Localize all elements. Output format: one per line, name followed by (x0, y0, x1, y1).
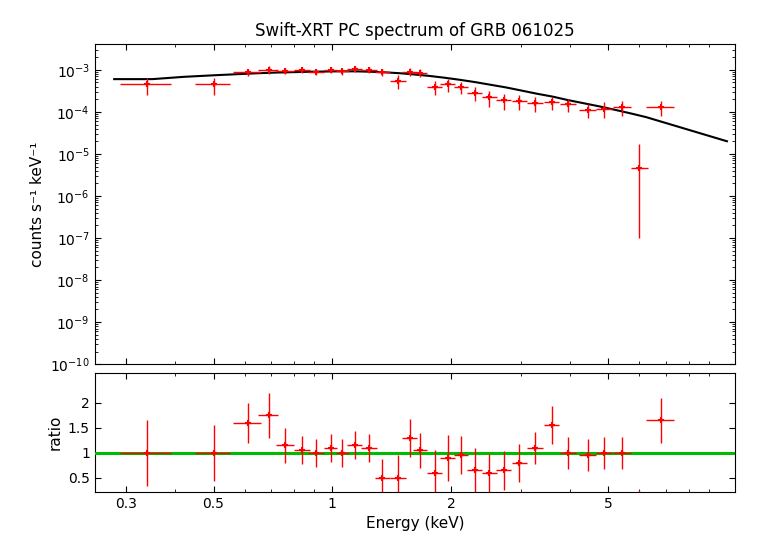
Y-axis label: ratio: ratio (47, 415, 62, 450)
Title: Swift-XRT PC spectrum of GRB 061025: Swift-XRT PC spectrum of GRB 061025 (255, 22, 575, 40)
X-axis label: Energy (keV): Energy (keV) (366, 517, 464, 532)
Y-axis label: counts s⁻¹ keV⁻¹: counts s⁻¹ keV⁻¹ (30, 142, 45, 267)
